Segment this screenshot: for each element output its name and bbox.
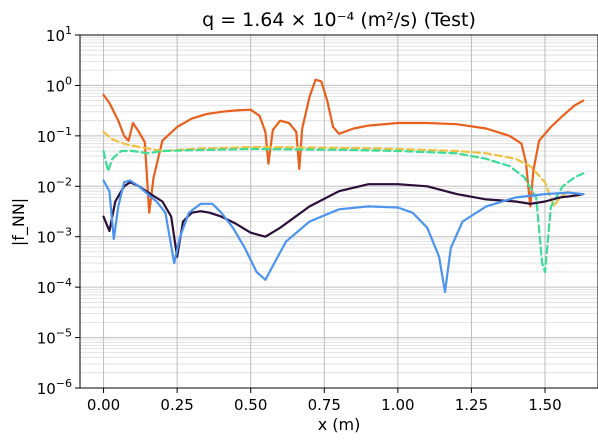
y-tick-label: 10−1 [37,125,72,146]
x-tick-label: 0.50 [234,396,267,414]
series-line-3 [102,147,585,274]
x-tick-label: 1.50 [528,396,561,414]
y-tick-label: 10−3 [37,226,72,247]
y-tick-label: 100 [46,74,72,95]
series-line-2 [102,130,582,208]
x-tick-label: 0.25 [160,396,193,414]
series-line-5 [102,179,585,294]
series-layer [102,78,585,294]
series-line-4 [102,181,585,258]
y-tick-label: 10−5 [37,327,72,348]
y-tick-label: 10−6 [37,377,72,398]
plot-frame [79,34,598,389]
x-tick-label: 1.25 [455,396,488,414]
y-tick-label: 10−2 [37,175,72,196]
y-tick-label: 101 [46,24,72,45]
chart-title: q = 1.64 × 10⁻⁴ (m²/s) (Test) [202,9,476,31]
grid [80,34,598,389]
x-tick-label: 1.00 [381,396,414,414]
series-line-1 [102,78,585,214]
x-tick-label: 0.00 [87,396,120,414]
y-tick-label: 10−4 [37,276,72,297]
y-axis-label: |f_NN| [9,198,29,246]
ticks: 0.00 0.25 0.50 0.75 1.00 1.25 1.50 10−6 10−5 10−4… [37,24,562,414]
x-axis-label: x (m) [318,415,361,434]
x-tick-label: 0.75 [308,396,341,414]
